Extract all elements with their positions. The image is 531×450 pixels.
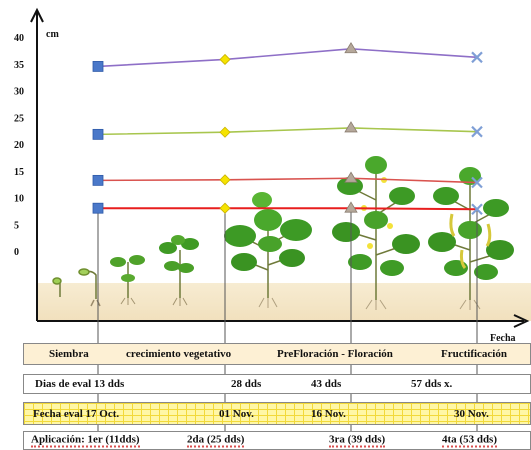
y-tick-label: 10 — [14, 194, 24, 205]
date-label-1: Fecha eval 17 Oct. — [33, 407, 120, 420]
data-point-triangle — [344, 41, 358, 54]
data-point-triangle — [344, 201, 358, 213]
y-tick-label: 5 — [14, 220, 19, 231]
axes: cm Fecha — [30, 7, 530, 344]
days-band: Dias de eval 13 dds 28 dds 43 dds 57 dds… — [23, 374, 531, 394]
plant-vegetative-icon — [224, 192, 312, 308]
plant-flowering-icon — [332, 156, 420, 310]
stage-label-floracion: PreFloración - Floración — [277, 348, 393, 360]
plant-fruiting-icon — [428, 167, 514, 310]
y-tick-label: 0 — [14, 247, 19, 258]
seedling-1-icon — [52, 277, 62, 297]
data-point-diamond — [219, 202, 231, 214]
y-tick-label: 30 — [14, 87, 24, 98]
data-point-x — [471, 203, 483, 216]
series-line-2 — [97, 127, 478, 136]
days-label-2: 28 dds — [231, 378, 262, 390]
stage-label-fructificacion: Fructificación — [441, 348, 507, 360]
data-point-square — [92, 61, 104, 72]
application-label-2: 2da (25 dds) — [187, 433, 245, 447]
stage-label-siembra: Siembra — [49, 348, 89, 360]
data-point-triangle — [344, 171, 358, 183]
dates-band: Fecha eval 17 Oct. 01 Nov. 16 Nov. 30 No… — [23, 402, 531, 425]
data-point-x — [471, 125, 483, 138]
date-label-4: 30 Nov. — [454, 407, 489, 420]
y-tick-label: 20 — [14, 140, 24, 151]
series-line-4 — [98, 207, 478, 211]
data-point-diamond — [219, 126, 231, 138]
data-point-diamond — [219, 174, 231, 186]
y-tick-label: 15 — [14, 167, 24, 178]
y-tick-label: 40 — [14, 33, 24, 44]
x-axis-title: Fecha — [490, 333, 516, 344]
days-label-1: Dias de eval 13 dds — [35, 378, 125, 390]
days-label-3: 43 dds — [311, 378, 342, 390]
stage-band: Siembra crecimiento vegetativo PreFlorac… — [23, 343, 531, 365]
date-label-3: 16 Nov. — [311, 407, 346, 420]
data-point-square — [92, 174, 104, 186]
application-label-3: 3ra (39 dds) — [329, 433, 386, 447]
y-axis-arrow-icon — [30, 7, 44, 23]
series-group — [92, 41, 483, 216]
data-point-square — [92, 202, 104, 214]
data-point-triangle — [344, 121, 358, 133]
data-point-x — [471, 51, 483, 64]
y-tick-label: 25 — [14, 113, 24, 124]
data-point-diamond — [219, 53, 231, 66]
plant-illustrations — [52, 156, 514, 310]
y-axis-unit: cm — [46, 29, 59, 40]
x-axis-arrow-icon — [513, 314, 530, 328]
applications-band: Aplicación: 1er (11dds) 2da (25 dds) 3ra… — [23, 431, 531, 450]
y-tick-label: 35 — [14, 60, 24, 71]
data-point-square — [92, 128, 104, 140]
seedling-3-icon — [110, 255, 145, 305]
data-point-x — [471, 176, 483, 189]
date-label-2: 01 Nov. — [219, 407, 254, 420]
seedling-4-icon — [159, 235, 199, 306]
stage-connectors — [97, 210, 478, 436]
application-label-4: 4ta (53 dds) — [442, 433, 498, 447]
application-label-1: Aplicación: 1er (11dds) — [31, 433, 140, 447]
stage-label-vegetativo: crecimiento vegetativo — [126, 348, 232, 360]
series-line-3 — [97, 177, 478, 184]
series-line-1 — [97, 47, 478, 68]
y-tick-labels: 0 5 10 15 20 25 30 35 40 — [14, 33, 24, 258]
days-label-4: 57 dds x. — [411, 378, 453, 390]
soil-strip — [38, 283, 531, 321]
